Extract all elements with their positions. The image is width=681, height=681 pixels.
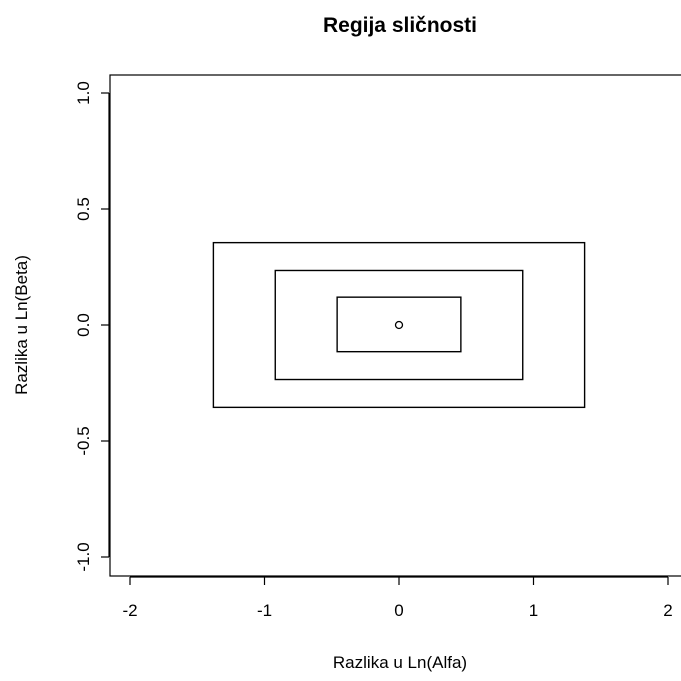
x-axis: -2 -1 0 1 2 — [122, 576, 673, 620]
y-tick-label: -0.5 — [74, 426, 93, 455]
data-point — [394, 320, 404, 330]
plot-frame — [109, 74, 681, 577]
y-axis: -1.0 -0.5 0.0 0.5 1.0 — [74, 81, 110, 572]
region-rectangle — [336, 296, 462, 353]
y-axis-label: Razlika u Ln(Beta) — [12, 255, 31, 395]
y-tick-label: 0.0 — [74, 313, 93, 337]
x-tick-label: 2 — [663, 601, 672, 620]
x-tick-label: -2 — [122, 601, 137, 620]
x-tick-label: 1 — [529, 601, 538, 620]
region-rectangle — [274, 269, 524, 381]
x-tick-label: -1 — [257, 601, 272, 620]
region-rectangles — [212, 241, 586, 409]
y-tick-label: 0.5 — [74, 197, 93, 221]
y-tick-label: -1.0 — [74, 542, 93, 571]
chart-title: Regija sličnosti — [323, 14, 477, 37]
data-points — [394, 320, 404, 330]
x-axis-label: Razlika u Ln(Alfa) — [333, 653, 467, 672]
x-tick-label: 0 — [394, 601, 403, 620]
y-tick-label: 1.0 — [74, 81, 93, 105]
region-rectangle — [212, 241, 586, 409]
